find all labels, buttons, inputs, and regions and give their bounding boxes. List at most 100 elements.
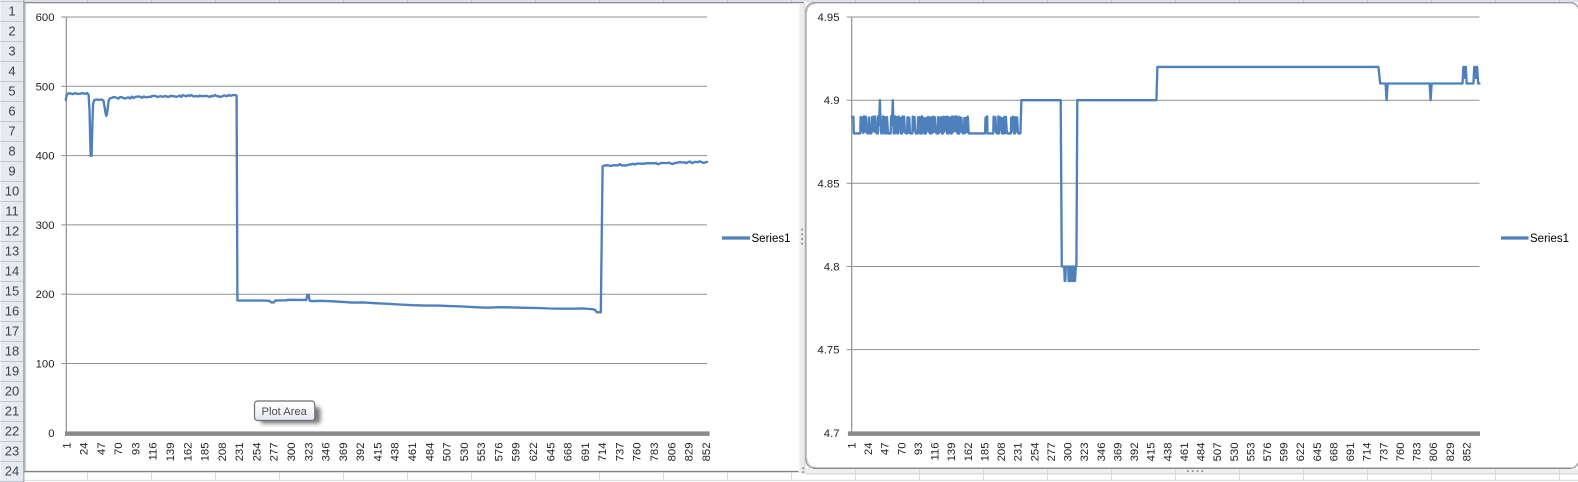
svg-text:530: 530 xyxy=(459,443,471,462)
svg-text:553: 553 xyxy=(1245,443,1257,462)
svg-text:438: 438 xyxy=(1162,443,1174,462)
svg-text:70: 70 xyxy=(896,443,908,456)
svg-text:1: 1 xyxy=(847,443,859,449)
svg-text:13: 13 xyxy=(5,244,19,259)
svg-text:208: 208 xyxy=(996,443,1008,462)
svg-text:645: 645 xyxy=(1312,443,1324,462)
svg-text:18: 18 xyxy=(5,344,19,359)
svg-text:737: 737 xyxy=(614,443,626,462)
svg-text:737: 737 xyxy=(1378,443,1390,462)
svg-text:16: 16 xyxy=(5,304,19,319)
svg-text:714: 714 xyxy=(597,443,609,462)
svg-text:852: 852 xyxy=(701,443,713,462)
svg-text:300: 300 xyxy=(1063,443,1075,462)
svg-text:4.9: 4.9 xyxy=(824,95,840,107)
svg-text:185: 185 xyxy=(200,443,212,462)
svg-text:4: 4 xyxy=(8,64,15,79)
svg-text:783: 783 xyxy=(1412,443,1424,462)
svg-text:6: 6 xyxy=(8,104,15,119)
svg-text:10: 10 xyxy=(5,184,19,199)
svg-text:691: 691 xyxy=(580,443,592,462)
svg-text:19: 19 xyxy=(5,364,19,379)
svg-text:277: 277 xyxy=(1046,443,1058,462)
svg-text:783: 783 xyxy=(649,443,661,462)
svg-text:9: 9 xyxy=(8,164,15,179)
svg-text:24: 24 xyxy=(5,464,19,479)
svg-text:208: 208 xyxy=(217,443,229,462)
svg-text:162: 162 xyxy=(182,443,194,462)
svg-text:14: 14 xyxy=(5,264,19,279)
svg-text:599: 599 xyxy=(511,443,523,462)
svg-text:200: 200 xyxy=(36,289,55,301)
svg-text:691: 691 xyxy=(1345,443,1357,462)
svg-text:852: 852 xyxy=(1461,443,1473,462)
svg-text:484: 484 xyxy=(1196,443,1208,462)
svg-text:622: 622 xyxy=(528,443,540,462)
svg-text:346: 346 xyxy=(1096,443,1108,462)
svg-text:24: 24 xyxy=(79,443,91,456)
svg-text:1: 1 xyxy=(61,443,73,449)
svg-text:116: 116 xyxy=(930,443,942,461)
svg-text:300: 300 xyxy=(36,220,55,232)
svg-text:4.95: 4.95 xyxy=(818,12,840,24)
svg-text:599: 599 xyxy=(1279,443,1291,462)
svg-text:806: 806 xyxy=(1428,443,1440,462)
svg-text:Plot Area: Plot Area xyxy=(262,406,308,418)
svg-text:392: 392 xyxy=(355,443,367,462)
svg-text:277: 277 xyxy=(269,443,281,462)
svg-text:Series1: Series1 xyxy=(1530,233,1569,245)
svg-text:438: 438 xyxy=(390,443,402,462)
svg-text:162: 162 xyxy=(963,443,975,462)
svg-text:231: 231 xyxy=(1013,443,1025,462)
svg-text:5: 5 xyxy=(8,84,15,99)
svg-text:47: 47 xyxy=(96,443,108,456)
svg-text:415: 415 xyxy=(372,443,384,462)
svg-text:346: 346 xyxy=(321,443,333,462)
svg-text:11: 11 xyxy=(5,204,19,219)
svg-text:2: 2 xyxy=(8,24,15,39)
svg-text:139: 139 xyxy=(946,443,958,462)
svg-text:645: 645 xyxy=(545,443,557,462)
svg-text:323: 323 xyxy=(303,443,315,462)
svg-text:24: 24 xyxy=(863,443,875,456)
svg-text:4.75: 4.75 xyxy=(818,345,840,357)
svg-text:139: 139 xyxy=(165,443,177,462)
svg-text:93: 93 xyxy=(913,443,925,456)
svg-text:17: 17 xyxy=(5,324,19,339)
svg-text:829: 829 xyxy=(684,443,696,462)
svg-text:93: 93 xyxy=(130,443,142,456)
svg-text:116: 116 xyxy=(148,443,160,461)
svg-text:600: 600 xyxy=(36,12,55,24)
svg-text:0: 0 xyxy=(48,428,54,440)
svg-text:47: 47 xyxy=(880,443,892,456)
svg-text:1: 1 xyxy=(8,4,15,19)
svg-text:185: 185 xyxy=(980,443,992,462)
svg-text:484: 484 xyxy=(424,443,436,462)
svg-text:23: 23 xyxy=(5,444,19,459)
svg-text:4.8: 4.8 xyxy=(824,262,840,274)
svg-text:507: 507 xyxy=(1212,443,1224,462)
svg-text:714: 714 xyxy=(1362,443,1374,462)
svg-text:576: 576 xyxy=(493,443,505,462)
svg-text:553: 553 xyxy=(476,443,488,462)
svg-text:20: 20 xyxy=(5,384,19,399)
svg-text:100: 100 xyxy=(36,359,55,371)
svg-text:8: 8 xyxy=(8,144,15,159)
svg-text:369: 369 xyxy=(338,443,350,462)
svg-text:530: 530 xyxy=(1229,443,1241,462)
svg-text:760: 760 xyxy=(1395,443,1407,462)
svg-text:231: 231 xyxy=(234,443,246,462)
svg-text:3: 3 xyxy=(8,44,15,59)
svg-text:4.7: 4.7 xyxy=(824,428,840,440)
svg-text:254: 254 xyxy=(1029,443,1041,462)
svg-text:369: 369 xyxy=(1112,443,1124,462)
svg-text:400: 400 xyxy=(36,151,55,163)
svg-text:829: 829 xyxy=(1445,443,1457,462)
svg-text:4.85: 4.85 xyxy=(818,178,840,190)
svg-text:254: 254 xyxy=(251,443,263,462)
svg-text:12: 12 xyxy=(5,224,19,239)
svg-text:507: 507 xyxy=(442,443,454,462)
svg-text:415: 415 xyxy=(1146,443,1158,462)
svg-text:70: 70 xyxy=(113,443,125,456)
svg-text:461: 461 xyxy=(1179,443,1191,462)
